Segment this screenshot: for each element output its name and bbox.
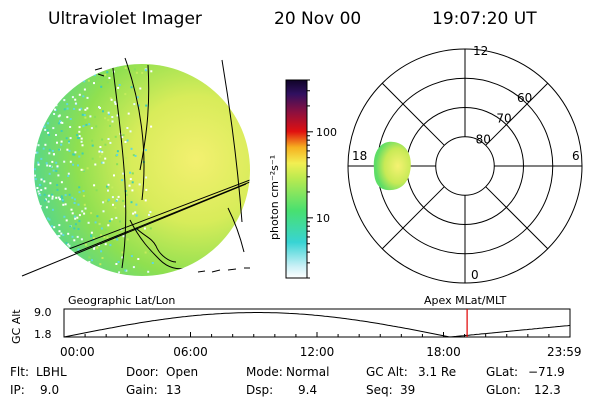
mlat-label-80: 80	[476, 132, 491, 146]
mlt-label-0: 0	[471, 268, 479, 282]
mlt-label-6: 6	[572, 149, 580, 163]
door-label: Door:	[126, 365, 159, 379]
ip-value: 9.0	[40, 383, 59, 397]
image-time: 19:07:20 UT	[432, 9, 537, 29]
alt-tick-top: 9.0	[34, 306, 52, 319]
altitude-curve	[63, 312, 571, 338]
time-tick-label: 06:00	[173, 345, 208, 359]
mlt-label-18: 18	[352, 149, 367, 163]
glon-value: 12.3	[534, 383, 561, 397]
time-tick-label: 12:00	[300, 345, 335, 359]
time-tick-label: 18:00	[426, 345, 461, 359]
info-panel: Flt: LBHL Door: Open Mode: Normal GC Alt…	[10, 365, 565, 397]
door-value: Open	[166, 365, 198, 379]
dsp-label: Dsp:	[246, 383, 273, 397]
geographic-title: Geographic Lat/Lon	[68, 294, 175, 307]
colorbar-tick-label: 100	[316, 126, 337, 139]
image-date: 20 Nov 00	[274, 9, 361, 29]
mode-label: Mode:	[246, 365, 283, 379]
ip-label: IP:	[10, 383, 25, 397]
orbit-timeline: Geographic Lat/Lon Apex MLat/MLT GC Alt …	[10, 294, 582, 359]
seq-label: Seq:	[366, 383, 393, 397]
mlat-label-60: 60	[517, 91, 532, 105]
glon-label: GLon:	[486, 383, 521, 397]
gcalt-label: GC Alt:	[366, 365, 408, 379]
seq-value: 39	[400, 383, 415, 397]
time-tick-label: 00:00	[60, 345, 95, 359]
gcalt-value: 3.1 Re	[418, 365, 456, 379]
colorbar-tick-label: 10	[316, 212, 330, 225]
glat-label: GLat:	[486, 365, 518, 379]
dsp-value: 9.4	[298, 383, 317, 397]
filter-label: Flt:	[10, 365, 29, 379]
gain-label: Gain:	[126, 383, 158, 397]
gc-alt-label: GC Alt	[10, 309, 23, 344]
alt-tick-bottom: 1.8	[34, 328, 52, 341]
glat-value: −71.9	[528, 365, 565, 379]
apex-title: Apex MLat/MLT	[424, 294, 507, 307]
filter-value: LBHL	[36, 365, 67, 379]
time-tick-label: 23:59	[547, 345, 582, 359]
mlt-label-12: 12	[473, 44, 488, 58]
colorbar-unit-label: photon cm⁻²s⁻¹	[268, 155, 281, 240]
color-bar: 100 10 photon cm⁻²s⁻¹	[268, 79, 337, 279]
gain-value: 13	[166, 383, 181, 397]
earth-disk-image	[21, 57, 250, 277]
instrument-title: Ultraviolet Imager	[48, 9, 202, 29]
mode-value: Normal	[286, 365, 329, 379]
auroral-emission-region	[373, 141, 411, 191]
mlat-label-70: 70	[496, 112, 511, 126]
